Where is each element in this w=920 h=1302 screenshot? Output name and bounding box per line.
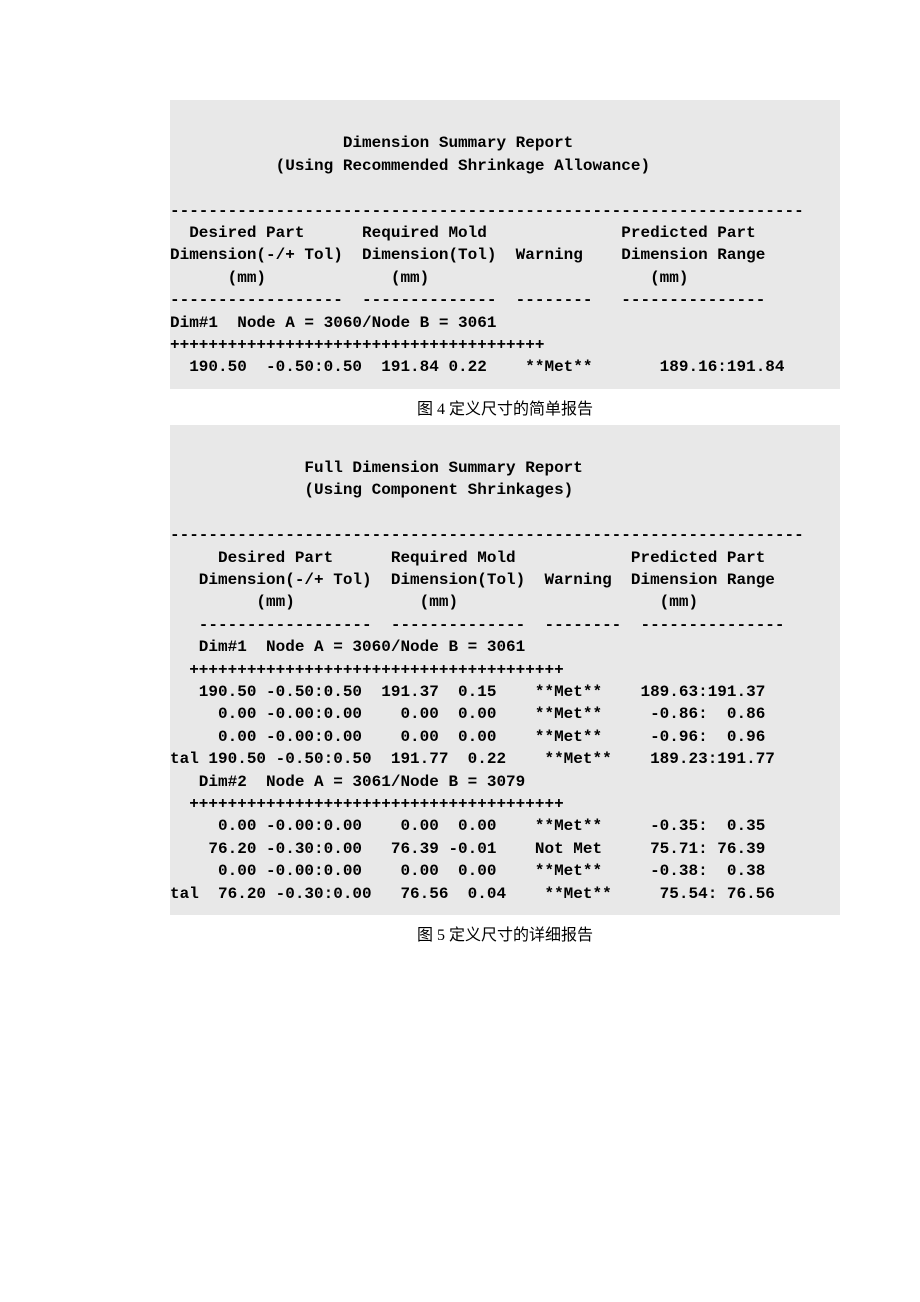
figure-4-caption: 图 4 定义尺寸的简单报告	[170, 395, 840, 419]
hr: ----------------------------------------…	[170, 526, 804, 544]
report-1-hdr2: Dimension(-/+ Tol) Dimension(Tol) Warnin…	[170, 246, 765, 264]
table-row: tal 76.20 -0.30:0.00 76.56 0.04 **Met** …	[170, 885, 775, 903]
table-row: 0.00 -0.00:0.00 0.00 0.00 **Met** -0.38:…	[170, 862, 765, 880]
plusline: +++++++++++++++++++++++++++++++++++++++	[170, 336, 544, 354]
report-2-title: Full Dimension Summary Report (Using Com…	[170, 457, 840, 502]
figure-5-caption: 图 5 定义尺寸的详细报告	[170, 921, 840, 945]
table-row: 190.50 -0.50:0.50 191.37 0.15 **Met** 18…	[170, 683, 765, 701]
plusline: +++++++++++++++++++++++++++++++++++++++	[170, 795, 564, 813]
report-1-title: Dimension Summary Report (Using Recommen…	[170, 132, 840, 177]
report-2-hdr2: Dimension(-/+ Tol) Dimension(Tol) Warnin…	[170, 571, 775, 589]
underline: ------------------ -------------- ------…	[170, 291, 765, 309]
table-row: 76.20 -0.30:0.00 76.39 -0.01 Not Met 75.…	[170, 840, 765, 858]
plusline: +++++++++++++++++++++++++++++++++++++++	[170, 661, 564, 679]
table-row: 0.00 -0.00:0.00 0.00 0.00 **Met** -0.96:…	[170, 728, 765, 746]
dim2-header: Dim#2 Node A = 3061/Node B = 3079	[170, 773, 525, 791]
dim1-header: Dim#1 Node A = 3060/Node B = 3061	[170, 638, 525, 656]
table-row: tal 190.50 -0.50:0.50 191.77 0.22 **Met*…	[170, 750, 775, 768]
report-2-hdr3: (mm) (mm) (mm)	[170, 593, 698, 611]
table-row: 0.00 -0.00:0.00 0.00 0.00 **Met** -0.35:…	[170, 817, 765, 835]
report-1-hdr3: (mm) (mm) (mm)	[170, 269, 688, 287]
report-2-block: Full Dimension Summary Report (Using Com…	[170, 425, 840, 915]
underline: ------------------ -------------- ------…	[170, 616, 785, 634]
table-row: 0.00 -0.00:0.00 0.00 0.00 **Met** -0.86:…	[170, 705, 765, 723]
report-1-block: Dimension Summary Report (Using Recommen…	[170, 100, 840, 389]
report-2-hdr1: Desired Part Required Mold Predicted Par…	[170, 549, 765, 567]
table-row: 190.50 -0.50:0.50 191.84 0.22 **Met** 18…	[170, 358, 785, 376]
hr: ----------------------------------------…	[170, 202, 804, 220]
report-1-hdr1: Desired Part Required Mold Predicted Par…	[170, 224, 756, 242]
dim1-header: Dim#1 Node A = 3060/Node B = 3061	[170, 314, 496, 332]
